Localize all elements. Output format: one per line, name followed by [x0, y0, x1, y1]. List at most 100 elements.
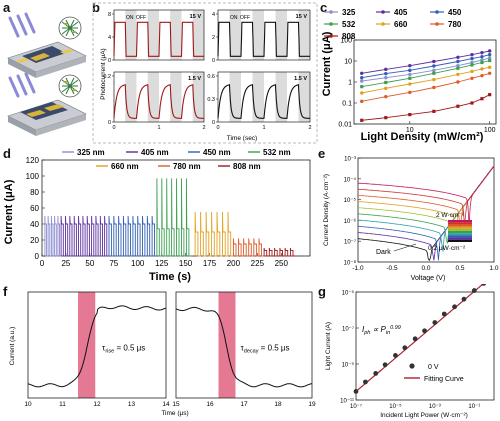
c-point — [470, 56, 474, 61]
b-off-band — [252, 72, 264, 122]
d-xtick-label: 25 — [61, 259, 70, 268]
b-on-label: ON — [230, 15, 238, 21]
d-xlabel: Time (s) — [149, 271, 191, 283]
c-point — [360, 79, 364, 83]
c-legend-marker — [329, 10, 333, 14]
g-ytick-label: 10⁻⁹ — [342, 362, 355, 369]
e-ytick-label: 10⁻³ — [344, 157, 356, 163]
c-ytick-label: 1 — [348, 80, 352, 87]
d-ytick-label: 40 — [30, 220, 39, 229]
e-legend-swatch — [448, 220, 472, 223]
panel-label-d: d — [3, 146, 11, 161]
g-xlabel: Incident Light Power (W·cm⁻²) — [380, 412, 468, 419]
b-ytick-label: 0 — [212, 58, 215, 64]
d-legend-label-532 nm: 532 nm — [263, 148, 291, 157]
c-legend-label-660: 660 — [394, 20, 408, 29]
f-xtick-label: 12 — [93, 401, 101, 408]
c-point — [470, 52, 474, 57]
g-point — [422, 328, 427, 334]
c-series-line-532 — [361, 60, 490, 88]
panel-b-border — [92, 2, 318, 144]
b-voltage-label: 15 V — [296, 14, 308, 20]
c-ytick-label: 0.01 — [338, 122, 352, 129]
g-point — [402, 345, 408, 351]
g-point — [471, 288, 477, 293]
g-point — [432, 320, 438, 325]
c-point — [384, 94, 388, 99]
c-point — [488, 58, 492, 63]
g-ytick-label: 10⁻⁵ — [342, 290, 355, 297]
b-off-label: OFF — [136, 15, 146, 21]
b-off-band — [275, 72, 287, 122]
c-legend-marker — [435, 22, 439, 26]
c-point — [360, 91, 364, 95]
c-ytick-label: 10 — [344, 59, 352, 66]
b-subplot-3: 0 0.3 0.6 0 1 2 1.5 V — [207, 71, 312, 131]
device-bottom — [7, 72, 87, 136]
b-ytick-label: 0.3 — [207, 97, 215, 103]
e-legend-swatch — [448, 237, 472, 240]
e-dark-annotation: Dark — [376, 249, 391, 256]
e-curve-1 — [357, 165, 495, 261]
c-point — [360, 71, 364, 75]
e-ytick-label: 10⁻⁷ — [344, 239, 356, 246]
chart-e-jv-curves: Current Density (A·cm⁻²) Voltage (V) 10⁻… — [323, 157, 499, 283]
chart-c-current-vs-density: Current (μA) Light Density (mW/cm²) 0.01… — [321, 8, 497, 143]
g-xtick-label: 10⁻¹ — [468, 404, 480, 410]
c-point — [408, 68, 412, 73]
chart-g-power-law: Light Current (A) Incident Light Power (… — [325, 284, 495, 419]
e-dark-arrow — [393, 243, 417, 252]
c-point — [408, 113, 412, 117]
g-point — [412, 336, 418, 342]
e-ytick-label: 10⁻⁸ — [344, 260, 357, 267]
c-point — [408, 72, 412, 77]
e-legend-swatch — [448, 231, 472, 234]
e-legend-swatch — [448, 235, 472, 238]
d-xtick-label: 0 — [40, 259, 45, 268]
d-legend-label-780 nm: 780 nm — [173, 162, 201, 171]
g-point — [441, 311, 447, 317]
c-point — [384, 116, 388, 120]
d-series-660 nm — [194, 211, 234, 257]
d-xtick-label: 150 — [179, 259, 193, 268]
device-top — [7, 12, 87, 78]
d-ylabel: Current (μA) — [3, 179, 15, 244]
c-xtick-label: 100 — [484, 127, 496, 134]
panel-label-e: e — [318, 146, 326, 161]
b-xtick-label: 0 — [216, 125, 219, 131]
f-curve — [175, 306, 313, 388]
f-xtick-label: 11 — [59, 401, 66, 408]
g-point — [373, 371, 379, 376]
c-point — [384, 80, 388, 85]
b-ytick-label: 0.2 — [103, 74, 111, 80]
c-point — [360, 99, 364, 104]
g-point — [452, 304, 457, 310]
f-subplot-rise: 10 11 12 13 14 τrise = 0.5 μs — [24, 291, 170, 408]
d-xtick-label: 100 — [131, 259, 145, 268]
f-tau-label: τdecay = 0.5 μs — [241, 343, 290, 354]
d-series-532 nm — [156, 178, 192, 257]
d-ytick-label: 100 — [26, 172, 40, 181]
b-curve — [217, 21, 310, 57]
g-axes-frame — [355, 291, 495, 401]
b-subplot-1: 0 2 4 15 V ON OFF — [212, 9, 311, 64]
b-off-band — [147, 10, 159, 60]
d-legend-label-450 nm: 450 nm — [203, 148, 231, 157]
b-off-band — [298, 10, 310, 60]
c-point — [487, 49, 492, 53]
c-point — [488, 93, 492, 97]
e-ylabel: Current Density (A·cm⁻²) — [323, 174, 330, 246]
d-legend-label-325 nm: 325 nm — [77, 148, 105, 157]
e-ytick-label: 10⁻⁶ — [344, 218, 357, 225]
chart-f-response-time: Current (a.u.) Time (μs) 10 11 12 13 14 τrise… — [9, 291, 316, 417]
b-off-band — [252, 10, 264, 60]
chart-d-wavelength-pulses: Current (μA) Time (s) 0 20 40 60 80 100 120 0 25… — [3, 148, 311, 283]
d-xtick-label: 75 — [109, 259, 118, 268]
c-point — [480, 97, 484, 101]
c-series-line-660 — [361, 66, 490, 94]
c-point — [432, 64, 436, 68]
c-axes-frame — [353, 39, 497, 125]
g-point — [363, 379, 368, 385]
b-curve — [113, 21, 204, 57]
c-point — [456, 104, 460, 108]
